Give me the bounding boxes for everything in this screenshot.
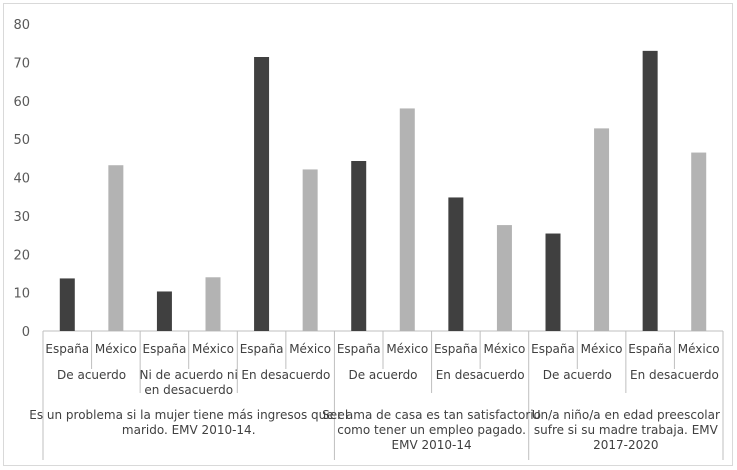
group-label: Un/a niño/a en edad preescolar <box>532 408 720 422</box>
y-tick-label: 80 <box>13 18 30 33</box>
bar <box>399 108 415 331</box>
subgroup-label: De acuerdo <box>57 368 126 382</box>
subgroup-label: De acuerdo <box>543 368 612 382</box>
subgroup-label: En desacuerdo <box>436 368 525 382</box>
y-tick-label: 10 <box>13 287 30 302</box>
bar-category-label: España <box>434 342 478 356</box>
bar <box>545 233 561 331</box>
subgroup-label: En desacuerdo <box>241 368 330 382</box>
group-label: EMV 2010-14 <box>392 438 472 452</box>
bar-category-label: México <box>483 342 525 356</box>
bar <box>496 225 512 331</box>
y-tick-label: 40 <box>13 172 30 187</box>
bar-category-label: México <box>678 342 720 356</box>
bar <box>205 277 221 331</box>
bar-category-label: México <box>386 342 428 356</box>
y-tick-label: 60 <box>13 95 30 110</box>
bar <box>108 165 124 331</box>
subgroup-label: De acuerdo <box>348 368 417 382</box>
group-label: Ser ama de casa es tan satisfactorio <box>322 408 541 422</box>
group-label: marido. EMV 2010-14. <box>122 423 256 437</box>
bar-category-label: España <box>628 342 672 356</box>
bar-category-label: México <box>95 342 137 356</box>
bar <box>351 160 367 331</box>
y-tick-label: 50 <box>13 133 30 148</box>
group-label: como tener un empleo pagado. <box>337 423 526 437</box>
group-label: 2017-2020 <box>593 438 658 452</box>
y-tick-label: 20 <box>13 248 30 263</box>
y-tick-label: 70 <box>13 56 30 71</box>
bar <box>302 169 318 331</box>
bar-category-label: México <box>289 342 331 356</box>
bar <box>594 128 610 331</box>
bar-category-label: México <box>581 342 623 356</box>
group-label: Es un problema si la mujer tiene más ing… <box>29 408 348 422</box>
bar-category-label: México <box>192 342 234 356</box>
bar-category-label: España <box>337 342 381 356</box>
bar-category-label: España <box>240 342 284 356</box>
y-tick-label: 0 <box>22 325 30 340</box>
bar-category-label: España <box>531 342 575 356</box>
bar-category-label: España <box>45 342 89 356</box>
bar <box>691 152 707 331</box>
y-tick-label: 30 <box>13 210 30 225</box>
bar <box>642 50 658 332</box>
bar-category-label: España <box>143 342 187 356</box>
group-label: sufre si su madre trabaja. EMV <box>534 423 719 437</box>
bar <box>448 197 464 331</box>
bar <box>156 291 172 331</box>
bar <box>254 57 270 331</box>
subgroup-label: Ni de acuerdo ni <box>140 368 238 382</box>
subgroup-label: En desacuerdo <box>630 368 719 382</box>
subgroup-label: en desacuerdo <box>144 383 233 397</box>
bar <box>59 278 75 331</box>
chart-frame <box>3 3 733 466</box>
